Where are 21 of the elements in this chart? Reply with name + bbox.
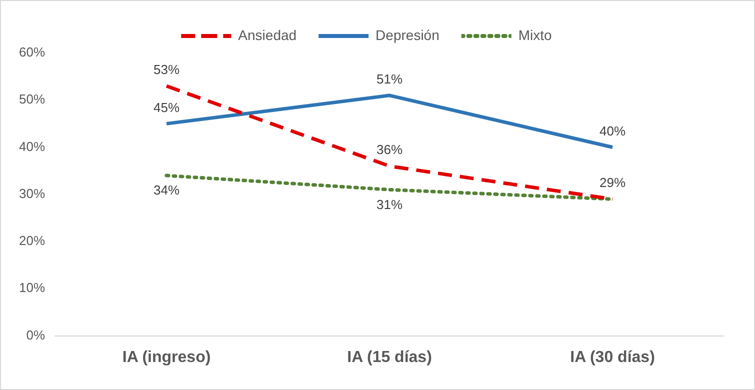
x-tick-label: IA (15 días) <box>347 348 432 366</box>
y-tick-label: 50% <box>18 92 46 107</box>
data-label: 31% <box>376 196 403 212</box>
data-label: 53% <box>154 62 180 78</box>
data-label: 34% <box>154 182 180 198</box>
y-tick-label: 60% <box>18 44 46 60</box>
legend-label: Depresión <box>376 26 440 43</box>
y-tick-label: 10% <box>18 280 46 296</box>
data-label: 51% <box>376 72 403 86</box>
data-label: 40% <box>599 123 626 138</box>
y-tick-label: 40% <box>18 138 46 154</box>
data-label: 36% <box>376 142 403 158</box>
x-tick-label: IA (ingreso) <box>122 348 211 366</box>
y-tick-label: 30% <box>18 186 46 201</box>
data-label: 29% <box>599 175 626 190</box>
legend-label: Ansiedad <box>238 26 297 43</box>
y-tick-label: 0% <box>26 327 46 342</box>
data-label: 45% <box>154 100 180 115</box>
legend-label: Mixto <box>518 26 552 43</box>
x-tick-label: IA (30 días) <box>570 348 655 366</box>
y-tick-label: 20% <box>18 233 46 248</box>
